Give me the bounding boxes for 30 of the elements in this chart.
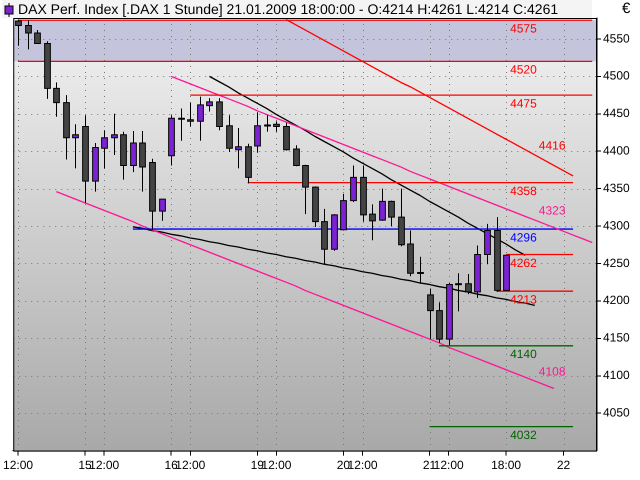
chart-subtitle: O:4214 H:4261 L:4214 C:4261 — [367, 1, 558, 17]
x-tick-label: 22 — [556, 458, 570, 472]
series-label: 4108 — [538, 364, 566, 378]
y-tick-label: 4100 — [603, 368, 630, 382]
y-tick-label: 4300 — [603, 218, 630, 232]
series-label: 4296 — [510, 230, 538, 244]
series-label: 4323 — [538, 203, 566, 218]
series-label: 4416 — [538, 138, 566, 152]
series-label: 4475 — [510, 96, 538, 110]
series-label: 4140 — [510, 347, 538, 362]
y-tick-label: 4550 — [603, 31, 630, 46]
y-tick-label: 4450 — [603, 106, 630, 120]
x-tick-label: 18:00 — [491, 458, 522, 472]
series-label: 4032 — [510, 428, 538, 442]
y-tick-label: 4350 — [603, 180, 630, 195]
y-tick-label: 4200 — [603, 293, 630, 308]
x-tick-label: 12:00 — [348, 458, 378, 472]
x-tick-label: 20 — [336, 458, 350, 472]
y-axis-title: € — [622, 0, 630, 17]
x-tick-label: 12:00 — [3, 458, 34, 472]
y-tick-label: 4050 — [603, 405, 630, 420]
series-label: 4575 — [510, 22, 538, 36]
y-tick-label: 4500 — [603, 68, 630, 83]
chart-title: DAX Perf. Index [.DAX 1 Stunde] 21.01.2009 18:00:00 - — [18, 1, 364, 17]
y-tick-label: 4400 — [603, 144, 630, 158]
series-label: 4520 — [510, 62, 538, 77]
y-tick-label: 4250 — [603, 256, 630, 270]
series-label: 4262 — [510, 256, 538, 270]
y-tick-label: 4150 — [603, 330, 630, 345]
series-label: 4358 — [510, 184, 538, 198]
